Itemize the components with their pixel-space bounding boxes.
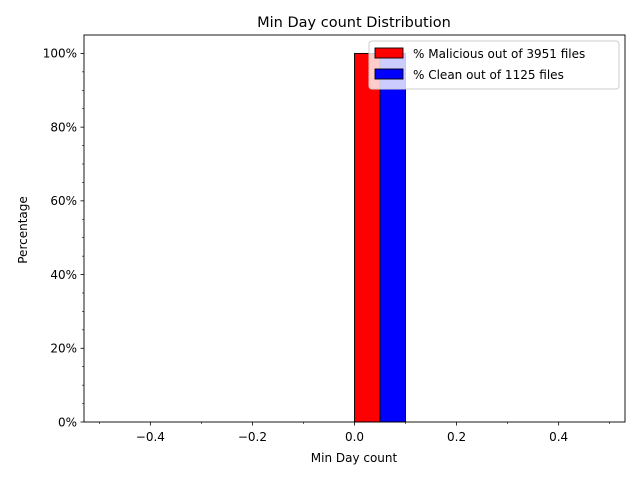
y-tick-label: 60% [50, 194, 77, 208]
y-tick-label: 40% [50, 268, 77, 282]
y-tick-label: 80% [50, 120, 77, 134]
legend-box [368, 40, 620, 90]
y-tick-label: 100% [43, 47, 77, 61]
x-tick-label: 0.4 [549, 430, 568, 444]
x-tick-label: 0.2 [447, 430, 466, 444]
x-axis-label: Min Day count [311, 451, 398, 465]
legend-label-clean: % Clean out of 1125 files [413, 68, 564, 82]
y-tick-label: 0% [58, 415, 77, 429]
x-tick-label: −0.2 [238, 430, 267, 444]
y-axis-label: Percentage [16, 196, 30, 264]
axes-layer: −0.4 −0.2 0.0 0.2 0.4 0% 20% 40% 60% 80% 100% [43, 47, 610, 444]
legend: % Malicious out of 3951 files % Clean out… [368, 40, 620, 90]
y-tick-label: 20% [50, 342, 77, 356]
legend-swatch-clean [374, 68, 404, 80]
legend-swatch-malicious [374, 47, 404, 59]
bar-clean-5 [379, 52, 406, 423]
bars-layer [354, 52, 406, 423]
x-tick-label: −0.4 [136, 430, 165, 444]
chart-title: Min Day count Distribution [257, 15, 451, 31]
legend-label-malicious: % Malicious out of 3951 files [413, 47, 585, 61]
bar-malicious-5 [354, 52, 381, 423]
x-tick-label: 0.0 [345, 430, 364, 444]
